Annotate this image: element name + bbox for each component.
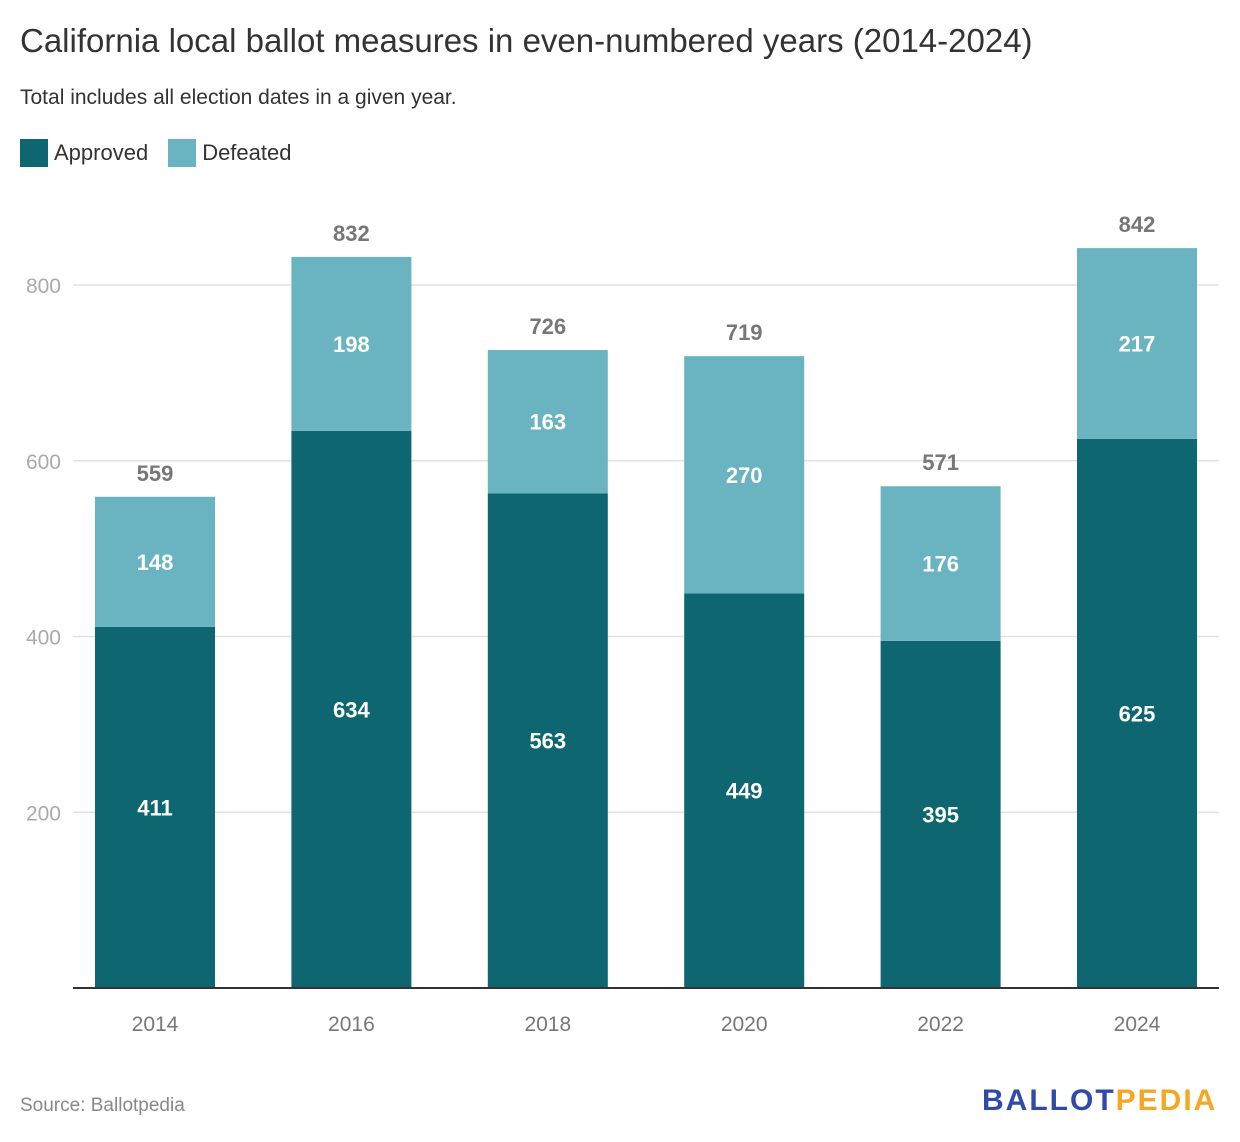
total-label: 842 <box>1119 212 1156 237</box>
data-label-approved: 563 <box>529 729 566 754</box>
data-label-defeated: 198 <box>333 332 370 357</box>
x-tick-label: 2020 <box>721 1013 768 1036</box>
bar-defeated <box>95 496 215 627</box>
bar-defeated <box>1077 248 1197 439</box>
data-label-defeated: 176 <box>922 552 959 577</box>
source-note: Source: Ballotpedia <box>20 1095 185 1116</box>
y-tick-label: 400 <box>26 627 61 650</box>
legend-swatch-defeated <box>168 139 197 167</box>
bar-approved <box>487 493 608 988</box>
total-label: 571 <box>922 450 959 475</box>
data-label-approved: 449 <box>726 779 763 804</box>
y-tick-label: 800 <box>26 275 61 298</box>
data-label-approved: 395 <box>922 802 959 827</box>
ballotpedia-logo: BALLOTPEDIA <box>982 1084 1217 1118</box>
bar-approved <box>291 430 412 988</box>
legend-item-approved: Approved <box>20 139 148 167</box>
total-label: 832 <box>333 221 370 246</box>
logo-part-pedia: PEDIA <box>1115 1084 1218 1117</box>
bar-defeated <box>291 256 412 431</box>
data-label-defeated: 270 <box>726 463 763 488</box>
bar-defeated <box>487 350 608 494</box>
x-tick-label: 2018 <box>524 1013 571 1036</box>
legend-swatch-approved <box>20 139 48 167</box>
data-label-defeated: 217 <box>1119 331 1156 356</box>
total-label: 559 <box>137 461 174 486</box>
data-label-defeated: 163 <box>529 410 566 435</box>
x-tick-label: 2024 <box>1114 1013 1161 1036</box>
y-tick-label: 600 <box>26 451 61 474</box>
legend-item-defeated: Defeated <box>168 139 291 167</box>
bar-approved <box>880 640 1001 988</box>
x-tick-label: 2014 <box>132 1013 179 1036</box>
y-tick-label: 200 <box>26 802 61 825</box>
chart-subtitle: Total includes all election dates in a g… <box>20 86 457 109</box>
data-label-defeated: 148 <box>137 550 174 575</box>
bar-approved <box>1077 438 1197 988</box>
x-tick-label: 2022 <box>917 1013 964 1036</box>
data-label-approved: 411 <box>137 795 173 820</box>
legend-label-approved: Approved <box>54 140 149 165</box>
bar-defeated <box>684 356 805 594</box>
total-label: 726 <box>529 314 566 339</box>
chart-title: California local ballot measures in even… <box>20 22 1033 59</box>
legend-label-defeated: Defeated <box>202 140 292 165</box>
data-label-approved: 634 <box>333 697 370 722</box>
bar-approved <box>95 626 215 988</box>
total-label: 719 <box>726 320 763 345</box>
data-label-approved: 625 <box>1119 701 1156 726</box>
bar-defeated <box>880 486 1001 641</box>
x-tick-label: 2016 <box>328 1013 375 1036</box>
logo-part-ballot: BALLOT <box>982 1084 1116 1117</box>
bar-approved <box>684 593 805 988</box>
legend: Approved Defeated <box>20 139 291 167</box>
